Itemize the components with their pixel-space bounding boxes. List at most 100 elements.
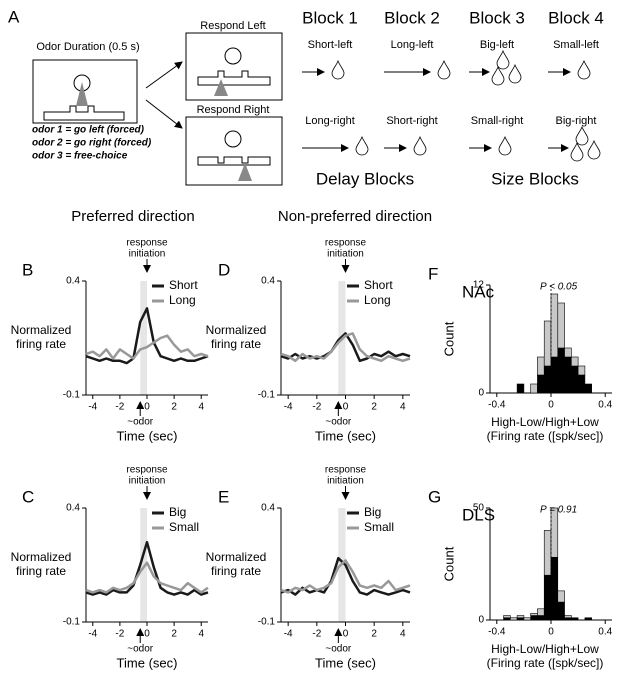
x-tick-label: 4 [198, 629, 204, 640]
x-tick-label: 4 [400, 402, 406, 413]
y-tick-label: -0.1 [258, 390, 276, 401]
histogram-bar [543, 574, 552, 621]
histogram-chart: G 0 50 -0.4 0 0.4 DLS P = 0.91 Count High-Low/Hig… [428, 487, 613, 670]
y-tick-label: -0.1 [63, 617, 81, 628]
histogram-bar [577, 374, 586, 394]
block-title: Block 2 [384, 8, 440, 27]
respond-right-box [185, 116, 283, 186]
histogram-bar [564, 356, 572, 394]
x-tick-label: -2 [312, 629, 321, 640]
histogram-bar [516, 617, 525, 621]
block-title: Block 3 [469, 8, 525, 27]
legend-label: Small [364, 520, 394, 534]
histogram-bar [564, 347, 572, 358]
reward-drop [331, 59, 345, 80]
histogram-bar [530, 612, 538, 616]
x-tick-label: -0.4 [488, 627, 506, 638]
odor-box-title: Odor Duration (0.5 s) [36, 41, 139, 53]
histogram-bar [530, 383, 538, 394]
block-title: Block 4 [548, 8, 604, 27]
x-tick-label: 0 [343, 402, 349, 413]
reward-drop [437, 59, 451, 80]
x-tick-label: -2 [312, 402, 321, 413]
y-tick-label: 0 [478, 388, 484, 399]
x-tick-label: -4 [88, 629, 97, 640]
histogram-bar [503, 615, 511, 619]
annotation: response [325, 238, 367, 249]
odor-rule: odor 3 = free-choice [32, 151, 128, 162]
x-tick-label: -2 [115, 629, 124, 640]
odor-shade [140, 281, 147, 395]
histogram-bar [550, 293, 559, 358]
y-axis-label: firing rate [211, 564, 261, 578]
histogram-bar [564, 617, 572, 621]
y-tick-label: -0.1 [63, 390, 81, 401]
histogram-bar [537, 356, 545, 376]
x-tick-label: 0 [548, 400, 554, 411]
x-tick-label: 2 [371, 629, 377, 640]
odor-label: ~odor [127, 417, 154, 428]
x-tick-label: 0 [548, 627, 554, 638]
panel-label: A [8, 7, 20, 26]
column-title: Non-preferred direction [278, 208, 432, 225]
stat-label: P = 0.91 [540, 505, 577, 516]
x-tick-label: 0.4 [598, 627, 612, 638]
histogram-bar [557, 601, 565, 621]
x-tick-label: -0.4 [488, 400, 506, 411]
x-tick-label: -4 [88, 402, 97, 413]
x-axis-label: Time (sec) [315, 428, 376, 443]
histogram-bar [584, 383, 592, 394]
respond-left-box [185, 32, 283, 101]
odor-label: ~odor [325, 417, 352, 428]
annotation: response [325, 465, 367, 476]
series-line [280, 332, 411, 363]
block-condition: Big-left [480, 39, 514, 51]
legend-label: Big [364, 505, 381, 519]
reward-drop [508, 63, 522, 84]
histogram-bar [550, 556, 559, 621]
histogram-bar [577, 365, 586, 376]
stat-label: P < 0.05 [540, 282, 578, 293]
reward-drop [577, 59, 591, 80]
histogram-bar [537, 374, 545, 394]
y-axis-label: Count [441, 546, 456, 581]
histogram-bar [550, 356, 559, 394]
x-axis-label: Time (sec) [315, 655, 376, 670]
histogram-bar [584, 617, 592, 621]
annotation: initiation [129, 249, 166, 260]
x-tick-label: 4 [400, 629, 406, 640]
odor-rule: odor 1 = go left (forced) [32, 125, 145, 136]
y-axis-label: Normalized [206, 550, 267, 564]
annotation: initiation [327, 476, 364, 487]
region-label: DLS [462, 505, 495, 524]
block-title: Block 1 [302, 8, 358, 27]
x-axis-label: Time (sec) [117, 428, 178, 443]
series-line [280, 559, 411, 594]
reward-drop [575, 125, 589, 146]
reward-drop [413, 135, 427, 156]
annotation: response [126, 465, 168, 476]
x-tick-label: 0 [144, 629, 150, 640]
x-axis-label: High-Low/High+Low [491, 415, 599, 429]
y-axis-label: firing rate [211, 337, 261, 351]
block-condition: Small-right [471, 115, 524, 127]
reward-drop [570, 141, 584, 162]
odor-shade [140, 508, 147, 622]
y-axis-label: Normalized [11, 550, 72, 564]
x-axis-label: (Firing rate ([spk/sec]) [487, 429, 604, 443]
histogram-bar [543, 365, 552, 394]
reward-drop [496, 49, 510, 70]
x-tick-label: -2 [115, 402, 124, 413]
y-tick-label: -0.1 [258, 617, 276, 628]
legend-label: Short [169, 278, 198, 292]
y-axis-label: Normalized [11, 323, 72, 337]
reward-drop [355, 135, 369, 156]
legend-label: Long [169, 293, 196, 307]
histogram-bar [510, 617, 518, 621]
odor-label: ~odor [127, 644, 154, 655]
x-tick-label: 0.4 [598, 400, 612, 411]
x-tick-label: 4 [198, 402, 204, 413]
reward-drop [491, 65, 505, 86]
